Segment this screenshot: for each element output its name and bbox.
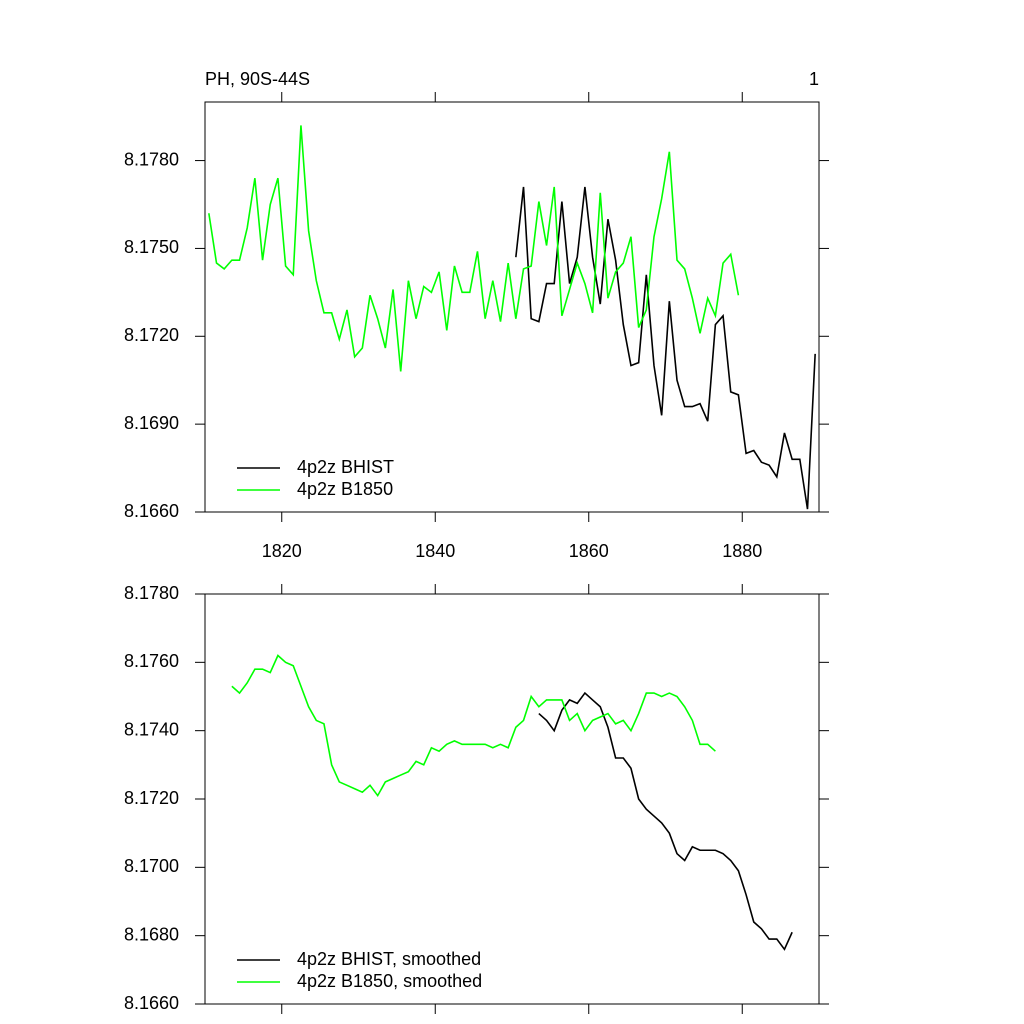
x-tick-label: 1820: [262, 541, 302, 561]
y-tick-label: 8.1720: [124, 325, 179, 345]
annotation: 1: [809, 69, 819, 89]
y-tick-label: 8.1750: [124, 237, 179, 257]
legend-label: 4p2z B1850: [297, 479, 393, 499]
series-line: [208, 125, 740, 372]
legend-label: 4p2z BHIST: [297, 457, 394, 477]
y-tick-label: 8.1720: [124, 788, 179, 808]
y-tick-label: 8.1760: [124, 651, 179, 671]
plot-frame: [204, 101, 820, 513]
x-tick-label: 1860: [569, 541, 609, 561]
y-tick-label: 8.1780: [124, 583, 179, 603]
y-tick-label: 8.1680: [124, 924, 179, 944]
series-line: [515, 186, 816, 510]
series-line: [231, 654, 716, 798]
plot-frame: [204, 593, 820, 1005]
x-tick-label: 1880: [722, 541, 762, 561]
y-tick-label: 8.1740: [124, 719, 179, 739]
y-tick-label: 8.1780: [124, 149, 179, 169]
x-tick-label: 1840: [415, 541, 455, 561]
y-tick-label: 8.1660: [124, 501, 179, 521]
chart-title: PH, 90S-44S: [205, 69, 310, 89]
y-tick-label: 8.1690: [124, 413, 179, 433]
legend-label: 4p2z BHIST, smoothed: [297, 949, 481, 969]
y-tick-label: 8.1700: [124, 856, 179, 876]
series-line: [538, 691, 793, 951]
y-tick-label: 8.1660: [124, 993, 179, 1013]
legend-label: 4p2z B1850, smoothed: [297, 971, 482, 991]
